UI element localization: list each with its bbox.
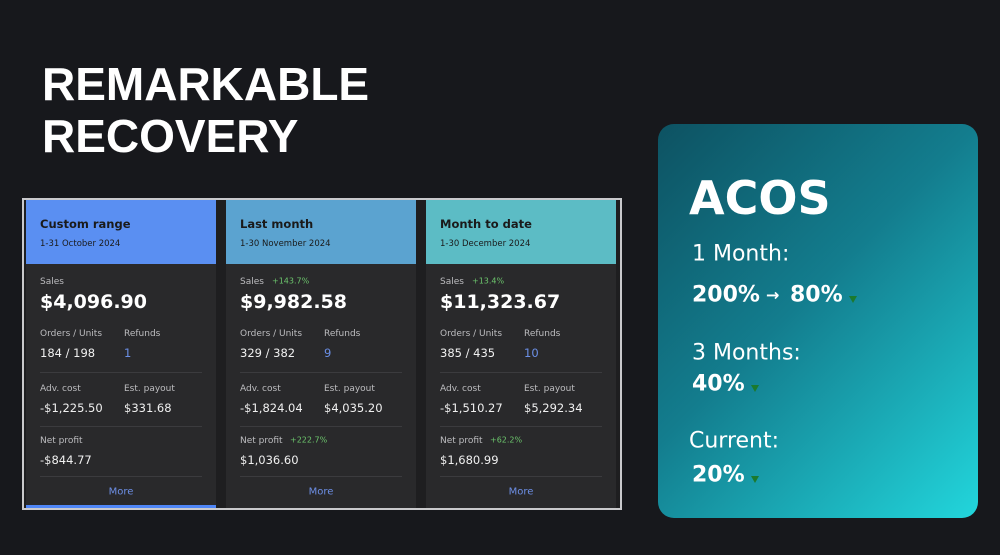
arrow-icon: → xyxy=(766,285,780,305)
payout-value: $4,035.20 xyxy=(324,401,383,415)
orders-value: 385 / 435 xyxy=(440,346,496,360)
sales-label: Sales xyxy=(440,277,464,287)
sales-value: $4,096.90 xyxy=(40,291,147,313)
refunds-value: 10 xyxy=(524,346,539,360)
net-label: Net profit xyxy=(40,436,83,446)
refunds-value: 9 xyxy=(324,346,332,360)
refunds-value: 1 xyxy=(124,346,132,360)
down-icon xyxy=(751,385,759,392)
more-link[interactable]: More xyxy=(508,486,534,498)
sales-label: Sales xyxy=(40,277,64,287)
adv-label: Adv. cost xyxy=(240,384,281,394)
payout-label: Est. payout xyxy=(124,384,175,394)
net-label: Net profit xyxy=(440,436,483,446)
sales-label: Sales xyxy=(240,277,264,287)
divider xyxy=(440,476,602,477)
net-change: +222.7% xyxy=(290,435,328,445)
sales-value: $9,982.58 xyxy=(240,291,347,313)
sales-change: +143.7% xyxy=(272,276,310,286)
card-title: Custom range xyxy=(40,217,131,231)
divider xyxy=(240,476,402,477)
card-title: Month to date xyxy=(440,217,532,231)
orders-label: Orders / Units xyxy=(440,329,503,339)
dashboard: Custom range 1-31 October 2024 Sales $4,096… xyxy=(22,198,622,510)
acos-value: 40% xyxy=(692,371,745,397)
acos-title: ACOS xyxy=(689,171,831,225)
card: Month to date 1-30 December 2024 Sales +13.… xyxy=(426,200,616,508)
net-value: -$844.77 xyxy=(40,453,92,467)
period-label: 3 Months: xyxy=(692,340,801,366)
period-label: 1 Month: xyxy=(692,241,790,267)
card-header xyxy=(426,200,616,264)
title-line: REMARKABLE xyxy=(42,58,370,110)
refunds-label: Refunds xyxy=(124,329,161,339)
card-date: 1-31 October 2024 xyxy=(40,239,121,249)
divider xyxy=(240,426,402,427)
slide-title: REMARKABLE RECOVERY xyxy=(42,58,369,162)
orders-value: 329 / 382 xyxy=(240,346,296,360)
down-icon xyxy=(751,476,759,483)
net-value: $1,680.99 xyxy=(440,453,499,467)
acos-value: 20% xyxy=(692,462,745,488)
payout-label: Est. payout xyxy=(324,384,375,394)
card-date: 1-30 November 2024 xyxy=(240,239,331,249)
refunds-label: Refunds xyxy=(324,329,361,339)
acos-from: 200% xyxy=(692,282,760,308)
adv-value: -$1,824.04 xyxy=(240,401,303,415)
card-header xyxy=(26,200,216,264)
title-line: RECOVERY xyxy=(42,110,299,162)
orders-value: 184 / 198 xyxy=(40,346,96,360)
acos-value: 80% xyxy=(790,282,843,308)
adv-value: -$1,225.50 xyxy=(40,401,103,415)
divider xyxy=(40,476,202,477)
adv-label: Adv. cost xyxy=(440,384,481,394)
sales-value: $11,323.67 xyxy=(440,291,561,313)
adv-value: -$1,510.27 xyxy=(440,401,503,415)
orders-label: Orders / Units xyxy=(240,329,303,339)
orders-label: Orders / Units xyxy=(40,329,103,339)
divider xyxy=(440,426,602,427)
active-bar xyxy=(26,505,216,508)
card-date: 1-30 December 2024 xyxy=(440,239,531,249)
divider xyxy=(40,372,202,373)
card: Last month 1-30 November 2024 Sales +143.7%… xyxy=(226,200,416,508)
sales-change: +13.4% xyxy=(472,276,505,286)
card-header xyxy=(226,200,416,264)
net-label: Net profit xyxy=(240,436,283,446)
payout-value: $331.68 xyxy=(124,401,172,415)
more-link[interactable]: More xyxy=(308,486,334,498)
divider xyxy=(440,372,602,373)
payout-label: Est. payout xyxy=(524,384,575,394)
down-icon xyxy=(849,296,857,303)
adv-label: Adv. cost xyxy=(40,384,81,394)
net-change: +62.2% xyxy=(490,435,523,445)
divider xyxy=(40,426,202,427)
card-title: Last month xyxy=(240,217,314,231)
payout-value: $5,292.34 xyxy=(524,401,583,415)
divider xyxy=(240,372,402,373)
refunds-label: Refunds xyxy=(524,329,561,339)
net-value: $1,036.60 xyxy=(240,453,299,467)
period-label: Current: xyxy=(689,428,780,454)
card: Custom range 1-31 October 2024 Sales $4,096… xyxy=(26,200,216,508)
acos-panel: ACOS 1 Month: 200% → 80% 3 Months: 40% Current… xyxy=(658,124,978,518)
more-link[interactable]: More xyxy=(108,486,134,498)
